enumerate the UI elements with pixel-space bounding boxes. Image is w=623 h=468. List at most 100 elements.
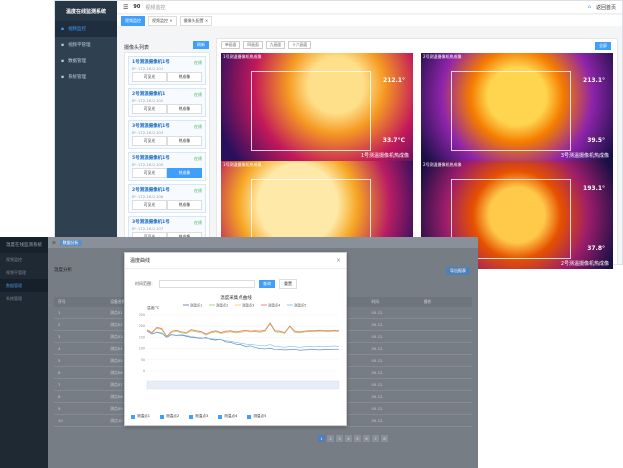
legend-label[interactable]: 测温点1: [190, 302, 202, 307]
temperature-curve-dialog: 温度曲线 × 时间范围： 查询 重置 温度采集点曲线 温度/℃ 0 50 100 150 2…: [124, 252, 347, 426]
hamburger-icon[interactable]: ☰: [123, 3, 129, 11]
view-mode-button[interactable]: 单画面: [221, 41, 241, 49]
table-cell: 测点08: [110, 393, 123, 399]
page-button[interactable]: 2: [327, 435, 334, 442]
series-checkbox[interactable]: 测温点5: [247, 414, 266, 419]
series-checkbox[interactable]: 测温点3: [189, 414, 208, 419]
visible-light-button[interactable]: 可见光: [132, 104, 167, 114]
close-icon[interactable]: ×: [335, 257, 341, 264]
table-cell: 1: [58, 310, 61, 315]
y-tick-label: 150: [139, 335, 145, 339]
page-button[interactable]: 3: [336, 435, 343, 442]
sidebar-item-1[interactable]: ▪ 视频平管理: [55, 37, 117, 53]
camera-ip: IP: 172.16.0.106: [132, 194, 164, 199]
y-tick-label: 250: [139, 313, 145, 317]
thermal-button[interactable]: 热成像: [167, 200, 202, 210]
menu-icon: ▪: [61, 26, 65, 32]
camera-card[interactable]: 5号测温摄像机1号 在线 IP: 172.16.0.105 可见光 热成像: [128, 152, 206, 181]
page-button[interactable]: 5: [354, 435, 361, 442]
camera-label: 2号测温摄像机热成像: [423, 162, 462, 167]
tab-2[interactable]: 摄像头配置 ×: [179, 15, 213, 26]
export-button[interactable]: 导出报表: [446, 267, 470, 275]
page-button[interactable]: 7: [372, 435, 379, 442]
camera-card[interactable]: 1号测温摄像机1号 在线 IP: 172.16.0.101 可见光 热成像: [128, 56, 206, 85]
y-tick-label: 200: [139, 324, 145, 328]
chart-legend: 测温点1 测温点2 测温点3 测温点4 测温点5: [183, 302, 306, 307]
camera-ip: IP: 172.16.0.102: [132, 98, 164, 103]
view-mode-button[interactable]: 四画面: [243, 41, 263, 49]
page-button[interactable]: 1: [318, 435, 325, 442]
table-cell: 6: [58, 370, 61, 375]
y-tick-label: 100: [139, 347, 145, 351]
visible-light-button[interactable]: 可见光: [132, 168, 167, 178]
camera-card[interactable]: 2号测温摄像机1 在线 IP: 172.16.0.102 可见光 热成像: [128, 88, 206, 117]
visible-light-button[interactable]: 可见光: [132, 200, 167, 210]
view-mode-button[interactable]: 九画面: [265, 41, 286, 49]
visible-light-button[interactable]: 可见光: [132, 72, 167, 82]
camera-name: 3号测温摄像机1号: [132, 124, 170, 129]
legend-label[interactable]: 测温点4: [268, 302, 280, 307]
thermal-camera-view[interactable]: 2号测温摄像机热成像 213.1° 39.5° 3号测温摄像机热成像: [421, 53, 613, 161]
series-checkbox[interactable]: 测温点2: [160, 414, 179, 419]
table-cell: 测点01: [110, 309, 123, 315]
camera-card[interactable]: 2号测温摄像机1号 在线 IP: 172.16.0.106 可见光 热成像: [128, 184, 206, 213]
table-cell: 05-12: [371, 406, 383, 411]
sidebar-item-2-2[interactable]: 数据管理: [0, 279, 48, 292]
refresh-button[interactable]: 刷新: [193, 41, 209, 49]
thermal-button[interactable]: 热成像: [167, 168, 202, 178]
column-header: 操作: [423, 299, 432, 304]
return-home-link[interactable]: 返回首页: [595, 4, 616, 11]
series-line: [146, 322, 340, 338]
series-checkbox[interactable]: 测温点4: [218, 414, 237, 419]
thermal-camera-view[interactable]: 1号测温摄像机热成像 212.1° 33.7°C 1号测温摄像机热成像: [221, 53, 413, 161]
camera-card[interactable]: 3号测温摄像机1号 在线 IP: 172.16.0.103 可见光 热成像: [128, 120, 206, 149]
table-cell: 05-12: [371, 322, 383, 327]
table-cell: 测点10: [110, 417, 123, 423]
thermal-button[interactable]: 热成像: [167, 136, 202, 146]
min-temp-readout: 39.5°: [587, 137, 605, 144]
query-button[interactable]: 查询: [259, 280, 275, 288]
column-header: 设备名称: [110, 299, 126, 304]
home-icon[interactable]: ⌂: [587, 4, 591, 10]
page-button[interactable]: 8: [381, 435, 388, 442]
camera-ip: IP: 172.16.0.101: [132, 66, 164, 71]
fullscreen-button[interactable]: 全屏: [595, 42, 611, 50]
table-cell: 5: [58, 358, 61, 363]
sidebar-item-2-3[interactable]: 系统管理: [6, 295, 22, 301]
reset-button[interactable]: 重置: [279, 279, 297, 289]
video-panel: 单画面 四画面 九画面 十六画面 全屏 1号测温摄像机热成像 212.1° 33.7°C 1…: [216, 38, 618, 269]
legend-label[interactable]: 测温点2: [216, 302, 228, 307]
sidebar-item-3[interactable]: ▪ 系统管理: [55, 69, 117, 85]
camera-footer: 3号测温摄像机热成像: [560, 153, 609, 159]
thermal-button[interactable]: 热成像: [167, 72, 202, 82]
camera-name: 2号测温摄像机1号: [132, 188, 170, 193]
min-temp-readout: 37.8°: [587, 245, 605, 252]
legend-label[interactable]: 测温点3: [242, 302, 254, 307]
thermal-button[interactable]: 热成像: [167, 104, 202, 114]
data-zoom-slider[interactable]: [146, 380, 340, 390]
camera-label: 1号测温摄像机热成像: [223, 162, 262, 167]
dialog-title: 温度曲线: [130, 258, 151, 264]
sidebar-item-2-1[interactable]: 视频平管理: [6, 269, 26, 275]
series-checkbox[interactable]: 测温点1: [131, 414, 150, 419]
visible-light-button[interactable]: 可见光: [132, 136, 167, 146]
page-button[interactable]: 4: [345, 435, 352, 442]
tab-0[interactable]: 视频监控: [121, 15, 145, 26]
checkbox-icon: [160, 414, 165, 419]
bottom-tab[interactable]: 数据分析: [59, 239, 82, 246]
menu-icon: ▪: [61, 58, 65, 64]
table-cell: 05-12: [371, 418, 383, 423]
time-range-input[interactable]: [159, 280, 255, 288]
tab-1[interactable]: 视频监控 ×: [148, 15, 177, 26]
page-button[interactable]: 6: [363, 435, 370, 442]
sidebar-item-0[interactable]: ▪ 视频监控: [55, 21, 117, 37]
legend-label[interactable]: 测温点5: [294, 302, 306, 307]
hamburger-icon-2[interactable]: ☰: [52, 240, 56, 245]
view-mode-button[interactable]: 十六画面: [288, 41, 312, 49]
column-header: 时间: [371, 299, 380, 304]
table-cell: 05-12: [371, 310, 383, 315]
sidebar-item-2-0[interactable]: 视频监控: [6, 256, 22, 262]
sidebar-item-2[interactable]: ▪ 数据管理: [55, 53, 117, 69]
sidebar-item-label: 视频平管理: [68, 43, 91, 48]
table-cell: 3: [58, 334, 61, 339]
